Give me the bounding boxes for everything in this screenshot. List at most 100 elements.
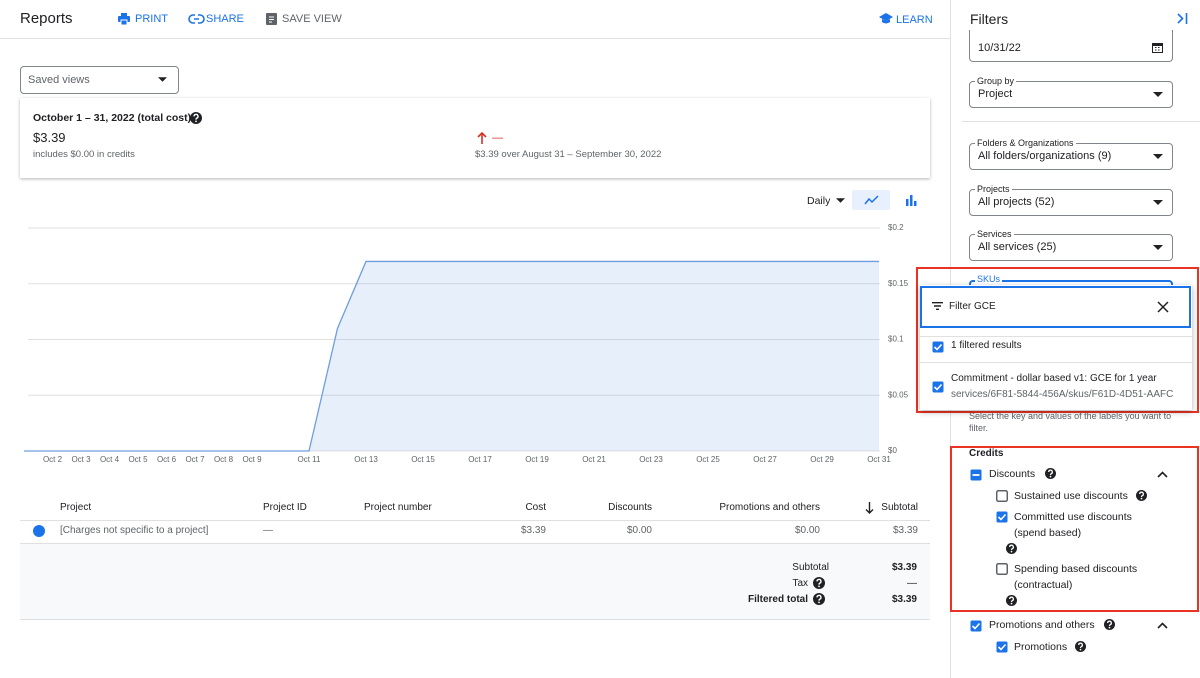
checkbox-graphic xyxy=(996,511,1008,523)
credit-item[interactable]: Spending based discounts (contractual) xyxy=(1014,563,1138,591)
checkbox[interactable] xyxy=(970,468,982,481)
project-color-dot xyxy=(33,525,45,537)
filter-value: All services (25) xyxy=(978,241,1057,253)
end-date-value: 10/31/22 xyxy=(978,42,1021,54)
area-fill xyxy=(24,261,879,451)
sku-search-text: Filter GCE xyxy=(949,301,996,312)
y-tick-label: $0 xyxy=(888,446,897,455)
total-value: — xyxy=(907,578,917,589)
sku-popup xyxy=(920,285,1192,410)
filter-label: Services xyxy=(975,229,1014,239)
checkbox[interactable] xyxy=(996,562,1008,575)
collapse-panel[interactable] xyxy=(1177,13,1188,24)
filter-select[interactable] xyxy=(969,234,1173,261)
filter-icon xyxy=(932,302,943,310)
checkbox-graphic xyxy=(996,490,1008,502)
checkbox[interactable] xyxy=(932,380,944,393)
help-icon xyxy=(1075,641,1086,652)
filter-label: Projects xyxy=(975,184,1012,194)
saved-views-text: Saved views xyxy=(28,74,90,86)
calendar-icon xyxy=(1152,43,1163,53)
sort-arrow[interactable] xyxy=(865,502,874,514)
column-header[interactable]: Promotions and others xyxy=(719,502,820,513)
summary-card xyxy=(20,98,930,178)
skus-label: SKUs xyxy=(975,274,1003,284)
labels-hint: Select the key and values of the labels … xyxy=(969,411,1172,433)
dropdown-caret xyxy=(1153,200,1163,205)
help-icon xyxy=(1045,468,1056,479)
granularity-select[interactable]: Daily xyxy=(807,195,831,207)
x-tick-label: Oct 5 xyxy=(128,455,148,464)
column-header[interactable]: Project ID xyxy=(263,502,307,513)
header-divider xyxy=(0,38,950,39)
table-cell: [Charges not specific to a project] xyxy=(60,525,209,536)
line-chart-icon xyxy=(864,195,879,205)
filter-select[interactable] xyxy=(969,189,1173,216)
checkbox[interactable] xyxy=(932,340,944,353)
total-label: Filtered total xyxy=(747,594,808,605)
save-view-button[interactable]: SAVE VIEW xyxy=(282,13,342,25)
bar-chart-toggle[interactable] xyxy=(906,195,917,206)
highlight-box xyxy=(950,446,1199,612)
clear-search[interactable] xyxy=(1157,301,1169,313)
credit-group[interactable]: Discounts xyxy=(989,468,1036,480)
collapse-group[interactable] xyxy=(1157,622,1168,629)
x-tick-label: Oct 23 xyxy=(639,455,663,464)
sku-search[interactable] xyxy=(920,286,1191,328)
print-button[interactable]: PRINT xyxy=(135,13,168,25)
popup-divider xyxy=(920,362,1192,363)
checkbox[interactable] xyxy=(996,640,1008,653)
sku-path: services/6F81-5844-456A/skus/F61D-4D51-A… xyxy=(951,389,1174,400)
help-icon xyxy=(1006,595,1017,606)
y-tick-label: $0.05 xyxy=(888,390,909,399)
filter-value: Project xyxy=(978,88,1013,100)
column-header[interactable]: Subtotal xyxy=(881,502,918,513)
x-tick-label: Oct 29 xyxy=(810,455,834,464)
end-date-input[interactable] xyxy=(969,30,1173,62)
credit-group[interactable]: Promotions and others xyxy=(989,619,1095,631)
checkbox[interactable] xyxy=(996,510,1008,523)
x-tick-label: Oct 21 xyxy=(582,455,606,464)
checkbox-graphic xyxy=(996,641,1008,653)
change-arrow xyxy=(477,131,487,144)
x-tick-label: Oct 13 xyxy=(354,455,378,464)
table-cell: $3.39 xyxy=(892,525,918,536)
learn-icon xyxy=(879,13,893,24)
saved-views-select[interactable] xyxy=(20,66,179,94)
checkbox-graphic xyxy=(932,381,944,393)
filters-divider xyxy=(962,121,1200,122)
credit-item[interactable]: Promotions xyxy=(1014,641,1068,653)
total-label: Subtotal xyxy=(792,562,829,573)
save-view-icon xyxy=(266,13,277,25)
learn-button[interactable]: LEARN xyxy=(896,14,933,26)
y-tick-label: $0.2 xyxy=(888,223,904,232)
checkbox[interactable] xyxy=(996,489,1008,502)
x-tick-label: Oct 6 xyxy=(157,455,177,464)
column-header[interactable]: Cost xyxy=(525,502,546,513)
x-tick-label: Oct 31 xyxy=(867,455,891,464)
checkbox[interactable] xyxy=(970,619,982,632)
table-cell: $0.00 xyxy=(794,525,820,536)
cost-chart: $0 $0.05 $0.1 $0.15 $0.2 Oct 2 Oct 3 Oct 4 Oct 5… xyxy=(24,223,909,464)
print-icon xyxy=(118,13,130,26)
total-value: $3.39 xyxy=(891,562,917,573)
page-title: Reports xyxy=(20,10,73,27)
share-icon xyxy=(188,14,205,24)
help-icon xyxy=(1104,619,1115,630)
checkbox-graphic xyxy=(996,563,1008,575)
column-header[interactable]: Project xyxy=(60,502,92,513)
credit-item[interactable]: Sustained use discounts xyxy=(1014,490,1128,502)
credit-item[interactable]: Committed use discounts (spend based) xyxy=(1014,511,1132,539)
x-tick-label: Oct 3 xyxy=(71,455,91,464)
checkbox-graphic xyxy=(932,341,944,353)
filter-select[interactable] xyxy=(969,81,1173,108)
dropdown-caret xyxy=(1153,92,1163,97)
help-icon xyxy=(1006,543,1017,554)
column-header[interactable]: Discounts xyxy=(608,502,652,513)
dropdown-caret xyxy=(158,77,167,82)
collapse-group[interactable] xyxy=(1157,471,1168,478)
share-button[interactable]: SHARE xyxy=(206,13,244,25)
column-header[interactable]: Project number xyxy=(364,502,432,513)
sku-name: Commitment - dollar based v1: GCE for 1 … xyxy=(951,373,1157,384)
